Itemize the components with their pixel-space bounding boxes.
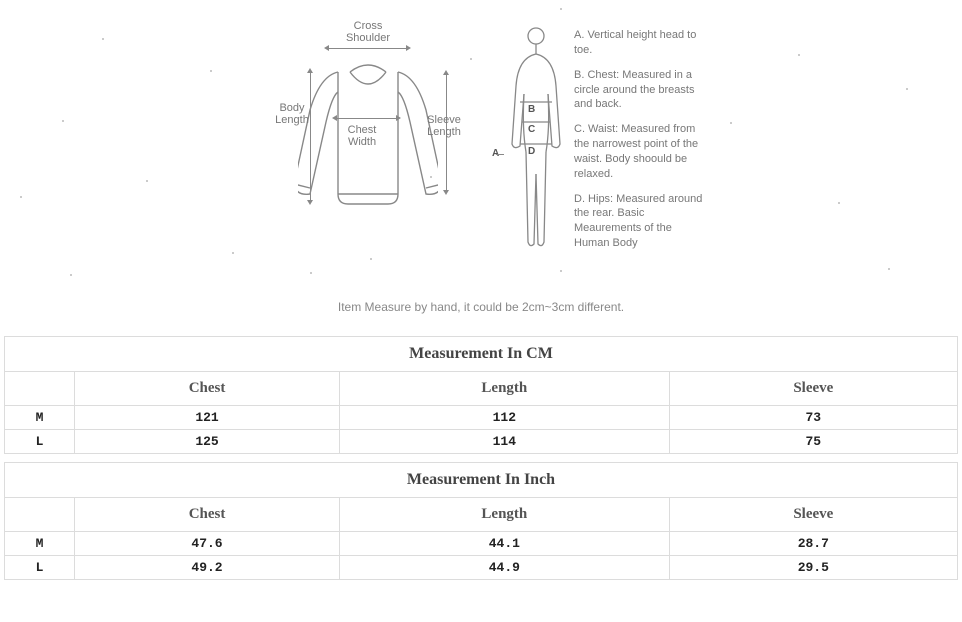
table-cm-col-2: Length bbox=[340, 372, 670, 406]
cell: 49.2 bbox=[75, 556, 340, 580]
label-body-length: BodyLength bbox=[270, 102, 314, 126]
marker-d: D bbox=[528, 146, 535, 157]
label-chest-width: ChestWidth bbox=[338, 124, 386, 148]
table-cm-col-3: Sleeve bbox=[669, 372, 957, 406]
definition-d: D. Hips: Measured around the rear. Basic… bbox=[574, 192, 704, 251]
cell: 114 bbox=[340, 430, 670, 454]
table-inch-col-2: Length bbox=[340, 498, 670, 532]
cell: 44.1 bbox=[340, 532, 670, 556]
table-inch: Measurement In Inch Chest Length Sleeve … bbox=[4, 462, 958, 580]
shirt-diagram: CrossShoulder BodyLength ChestWidth Slee… bbox=[278, 14, 458, 234]
cell: 44.9 bbox=[340, 556, 670, 580]
cell: 75 bbox=[669, 430, 957, 454]
definition-c: C. Waist: Measured from the narrowest po… bbox=[574, 122, 704, 181]
definitions-list: A. Vertical height head to toe. B. Chest… bbox=[574, 28, 704, 261]
diagram-area: CrossShoulder BodyLength ChestWidth Slee… bbox=[0, 0, 962, 300]
cell: 28.7 bbox=[669, 532, 957, 556]
decorative-dots bbox=[0, 0, 962, 300]
cell: 73 bbox=[669, 406, 957, 430]
table-cm: Measurement In CM Chest Length Sleeve M … bbox=[4, 336, 958, 454]
table-inch-col-3: Sleeve bbox=[669, 498, 957, 532]
table-inch-title: Measurement In Inch bbox=[5, 463, 958, 498]
label-cross-shoulder: CrossShoulder bbox=[340, 20, 396, 44]
cell: 47.6 bbox=[75, 532, 340, 556]
marker-c: C bbox=[528, 124, 535, 135]
tables-area: Measurement In CM Chest Length Sleeve M … bbox=[4, 336, 958, 588]
measurement-note: Item Measure by hand, it could be 2cm~3c… bbox=[0, 300, 962, 314]
table-inch-col-1: Chest bbox=[75, 498, 340, 532]
marker-b: B bbox=[528, 104, 535, 115]
cell: M bbox=[5, 532, 75, 556]
table-row: M 47.6 44.1 28.7 bbox=[5, 532, 958, 556]
cell: 121 bbox=[75, 406, 340, 430]
cell: 125 bbox=[75, 430, 340, 454]
definition-a: A. Vertical height head to toe. bbox=[574, 28, 704, 58]
table-cm-col-1: Chest bbox=[75, 372, 340, 406]
table-inch-col-0 bbox=[5, 498, 75, 532]
cell: M bbox=[5, 406, 75, 430]
human-body-icon bbox=[506, 24, 566, 254]
table-cm-title: Measurement In CM bbox=[5, 337, 958, 372]
table-row: L 49.2 44.9 29.5 bbox=[5, 556, 958, 580]
table-row: M 121 112 73 bbox=[5, 406, 958, 430]
definition-b: B. Chest: Measured in a circle around th… bbox=[574, 68, 704, 113]
cell: 29.5 bbox=[669, 556, 957, 580]
label-sleeve-length: SleeveLength bbox=[420, 114, 468, 138]
table-cm-col-0 bbox=[5, 372, 75, 406]
cell: L bbox=[5, 556, 75, 580]
cell: 112 bbox=[340, 406, 670, 430]
table-row: L 125 114 75 bbox=[5, 430, 958, 454]
cell: L bbox=[5, 430, 75, 454]
